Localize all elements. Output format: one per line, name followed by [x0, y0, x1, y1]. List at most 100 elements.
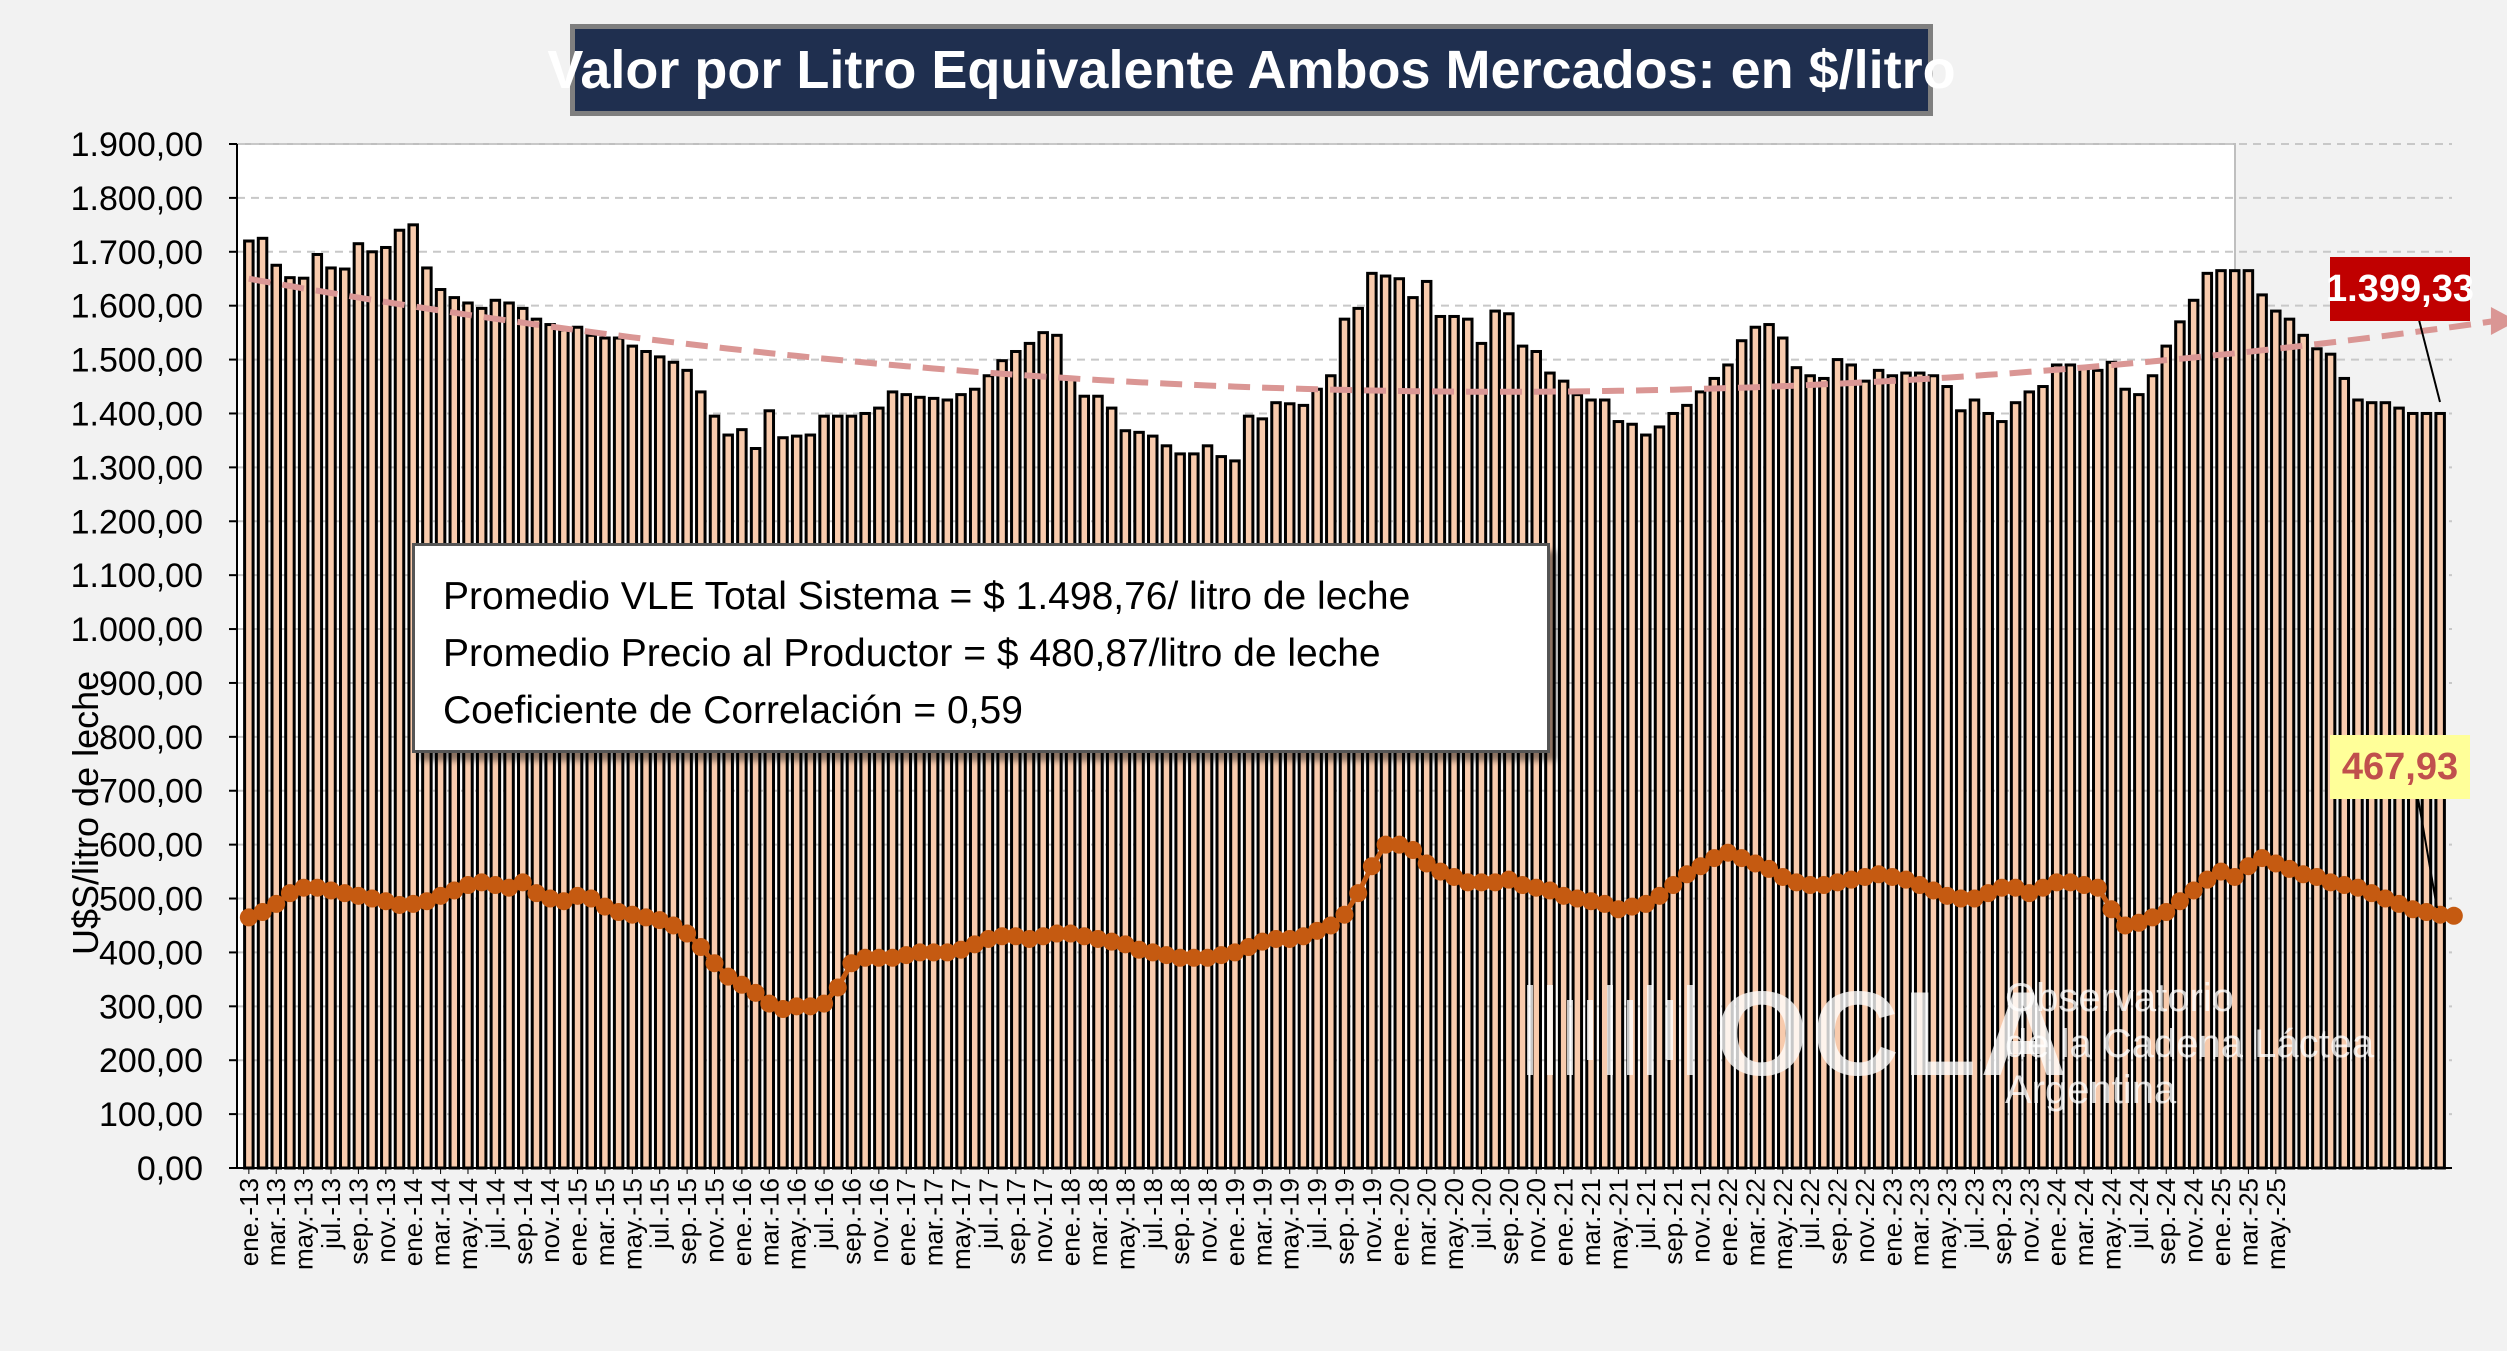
x-tick-label: ene.-13: [234, 1178, 264, 1266]
price-point: [1253, 932, 1272, 951]
bar: [695, 390, 707, 1170]
producer-price-line: [239, 835, 2463, 1019]
bar: [1092, 394, 1104, 1170]
price-point: [2225, 867, 2244, 886]
price-point: [2307, 867, 2326, 886]
price-point: [1445, 867, 1464, 886]
x-tick-label: mar.-20: [1412, 1178, 1442, 1266]
y-tick-label: 600,00: [99, 827, 203, 865]
bar: [1023, 341, 1036, 1170]
price-point: [458, 876, 477, 895]
y-tick-label: 1.700,00: [71, 234, 203, 272]
price-point: [404, 894, 423, 913]
price-point: [1883, 867, 1902, 886]
price-point: [623, 905, 642, 924]
x-tick-label: nov.-13: [371, 1178, 401, 1263]
price-point: [691, 938, 710, 957]
x-tick-label: mar.-19: [1247, 1178, 1277, 1266]
x-tick-label: jul.-20: [1466, 1178, 1496, 1250]
x-tick-label: sep.-22: [1823, 1178, 1853, 1265]
price-point: [1075, 927, 1094, 946]
bar: [763, 409, 776, 1170]
price-point: [952, 940, 971, 959]
y-tick-label: 1.000,00: [71, 611, 203, 649]
price-point: [1636, 894, 1655, 913]
chart-title: Valor por Litro Equivalente Ambos Mercad…: [547, 24, 1956, 116]
bar: [1256, 417, 1269, 1170]
x-tick-label: ene.-15: [563, 1178, 593, 1266]
x-tick-label: sep.-24: [2151, 1178, 2181, 1265]
last-price-callout: 467,93: [2330, 735, 2470, 799]
ocla-logo-icon: [1527, 985, 1693, 1075]
bar: [338, 267, 351, 1170]
price-point: [678, 924, 697, 943]
price-point: [965, 935, 984, 954]
price-point: [2280, 859, 2299, 878]
bar: [736, 428, 748, 1170]
trend-path: [248, 275, 2496, 395]
x-tick-label: jul.-19: [1302, 1178, 1332, 1250]
y-tick-label: 1.300,00: [71, 449, 203, 487]
price-point: [1938, 886, 1957, 905]
price-point: [1705, 849, 1724, 868]
price-point: [1472, 873, 1491, 892]
x-tick-label: ene.-16: [727, 1178, 757, 1266]
x-tick-label: nov.-15: [700, 1178, 730, 1263]
x-tick-label: sep.-14: [508, 1178, 538, 1265]
bar: [996, 359, 1008, 1170]
price-point: [554, 892, 573, 911]
trend-arrowhead: [2490, 307, 2507, 336]
price-point: [239, 908, 258, 927]
price-point: [1965, 889, 1984, 908]
price-point: [2321, 873, 2340, 892]
x-tick-label: ene.-25: [2206, 1178, 2236, 1266]
bar: [352, 242, 365, 1170]
stats-line-correlation: Coeficiente de Correlación = 0,59: [443, 689, 1023, 732]
price-point: [1979, 884, 1998, 903]
y-tick-label: 1.100,00: [71, 557, 203, 595]
x-tick-label: nov.-18: [1193, 1178, 1223, 1263]
price-point: [1554, 886, 1573, 905]
price-point: [1773, 867, 1792, 886]
x-tick-label: may.-18: [1110, 1178, 1140, 1270]
x-tick-label: nov.-21: [1686, 1178, 1716, 1263]
x-tick-label: may.-17: [946, 1178, 976, 1270]
x-tick-label: jul.-17: [973, 1178, 1003, 1250]
price-callout-leader: [2417, 797, 2438, 909]
price-point: [1403, 841, 1422, 860]
bar: [708, 414, 721, 1170]
ocla-logo-text: OCLA: [1715, 967, 2071, 1101]
bar: [914, 395, 926, 1170]
price-point: [1225, 943, 1244, 962]
x-tick-label: may.-13: [289, 1178, 319, 1270]
price-point: [2102, 900, 2121, 919]
x-tick-label: sep.-15: [672, 1178, 702, 1265]
x-tick-label: ene.-24: [2042, 1178, 2072, 1266]
price-point: [1718, 843, 1737, 862]
bar: [859, 411, 871, 1170]
price-point: [746, 983, 765, 1002]
price-point: [1746, 854, 1765, 873]
x-tick-label: sep.-17: [1001, 1178, 1031, 1265]
price-point: [294, 878, 313, 897]
price-point: [2170, 892, 2189, 911]
price-point: [472, 873, 491, 892]
x-tick-label: ene.-19: [1220, 1178, 1250, 1266]
price-point: [1143, 943, 1162, 962]
bar: [832, 414, 844, 1170]
price-point: [609, 903, 628, 921]
bar: [1297, 403, 1310, 1170]
ocla-subtitle-line1: Observatorio: [2005, 976, 2234, 1020]
price-point: [1130, 940, 1149, 959]
price-point: [513, 873, 532, 892]
price-point: [1308, 921, 1327, 940]
bar: [681, 368, 693, 1170]
price-point: [1102, 932, 1121, 951]
y-tick-label: 900,00: [99, 665, 203, 703]
price-point: [486, 876, 505, 895]
price-point: [2417, 903, 2436, 921]
price-point: [773, 1000, 792, 1019]
price-point: [2047, 873, 2066, 892]
bar: [1064, 376, 1077, 1170]
price-point: [1499, 870, 1518, 889]
